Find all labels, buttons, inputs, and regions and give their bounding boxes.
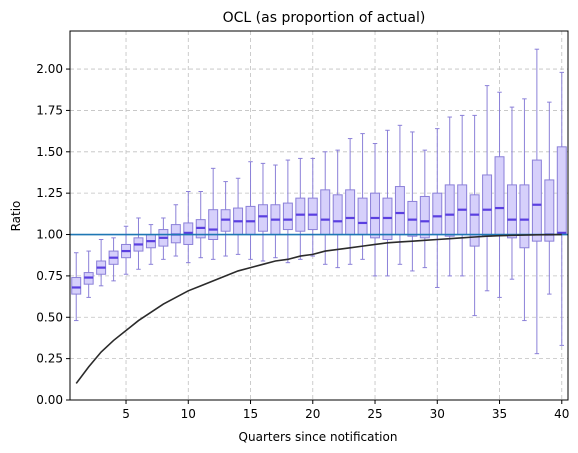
box — [357, 197, 368, 236]
box-group — [544, 101, 555, 295]
box — [494, 156, 505, 236]
box-group — [245, 161, 256, 260]
box — [320, 189, 331, 236]
box-group — [482, 85, 493, 292]
box-group — [133, 217, 144, 270]
box — [531, 159, 542, 242]
box — [332, 194, 343, 236]
box — [282, 202, 293, 231]
box — [345, 189, 356, 236]
box-series — [71, 48, 567, 355]
box-group — [108, 237, 119, 282]
box-group — [519, 98, 530, 322]
box — [432, 192, 443, 236]
box-group — [457, 114, 468, 277]
box-group — [295, 157, 306, 260]
box-group — [270, 164, 281, 259]
box-group — [444, 116, 455, 277]
box-group — [121, 225, 132, 275]
box-group — [233, 177, 244, 255]
x-tick-label: 20 — [305, 407, 320, 421]
x-tick-label: 15 — [243, 407, 258, 421]
box-group — [183, 191, 194, 264]
chart-title: OCL (as proportion of actual) — [223, 10, 426, 26]
box-group — [208, 167, 219, 260]
x-axis-label: Quarters since notification — [239, 430, 398, 444]
box-group — [83, 250, 94, 298]
box-group — [531, 48, 542, 355]
box — [506, 184, 517, 239]
y-tick-label: 0.25 — [36, 352, 63, 366]
box-group — [494, 91, 505, 298]
x-tick-label: 10 — [181, 407, 196, 421]
box — [519, 184, 530, 249]
box-group — [382, 129, 393, 277]
x-tick-label: 5 — [122, 407, 130, 421]
box-group — [332, 149, 343, 269]
box-group — [407, 131, 418, 272]
box — [71, 277, 82, 295]
y-tick-label: 0.75 — [36, 269, 63, 283]
y-axis-ticks: 0.00 0.25 0.50 0.75 1.00 1.25 1.50 1.75 2.00 — [36, 62, 70, 407]
box — [444, 184, 455, 237]
box-group — [506, 106, 517, 280]
box — [419, 195, 430, 239]
x-tick-label: 40 — [554, 407, 569, 421]
box-group — [432, 128, 443, 288]
y-tick-label: 2.00 — [36, 62, 63, 76]
y-tick-label: 1.75 — [36, 103, 63, 117]
box — [394, 186, 405, 236]
x-tick-label: 30 — [430, 407, 445, 421]
box-group — [220, 181, 231, 257]
y-tick-label: 1.00 — [36, 228, 63, 242]
box-group — [469, 114, 480, 317]
plot-frame — [69, 30, 569, 401]
y-tick-label: 0.00 — [36, 393, 63, 407]
x-axis-ticks: 5 10 15 20 25 30 35 40 — [122, 400, 569, 421]
box — [556, 146, 567, 236]
box — [469, 194, 480, 247]
y-tick-label: 1.50 — [36, 145, 63, 159]
box-group — [71, 252, 82, 322]
x-tick-label: 35 — [492, 407, 507, 421]
box — [544, 179, 555, 242]
y-tick-label: 0.50 — [36, 310, 63, 324]
box-group — [370, 143, 381, 277]
box-group — [158, 217, 169, 260]
curve-line — [75, 233, 562, 384]
box-group — [419, 149, 430, 269]
box — [370, 192, 381, 239]
y-tick-label: 1.25 — [36, 186, 63, 200]
box — [482, 174, 493, 237]
box-group — [96, 238, 107, 287]
box — [257, 204, 268, 232]
box-group — [257, 162, 268, 262]
y-axis-label: Ratio — [9, 201, 23, 232]
x-tick-label: 25 — [367, 407, 382, 421]
box-group — [195, 191, 206, 259]
box — [208, 209, 219, 240]
